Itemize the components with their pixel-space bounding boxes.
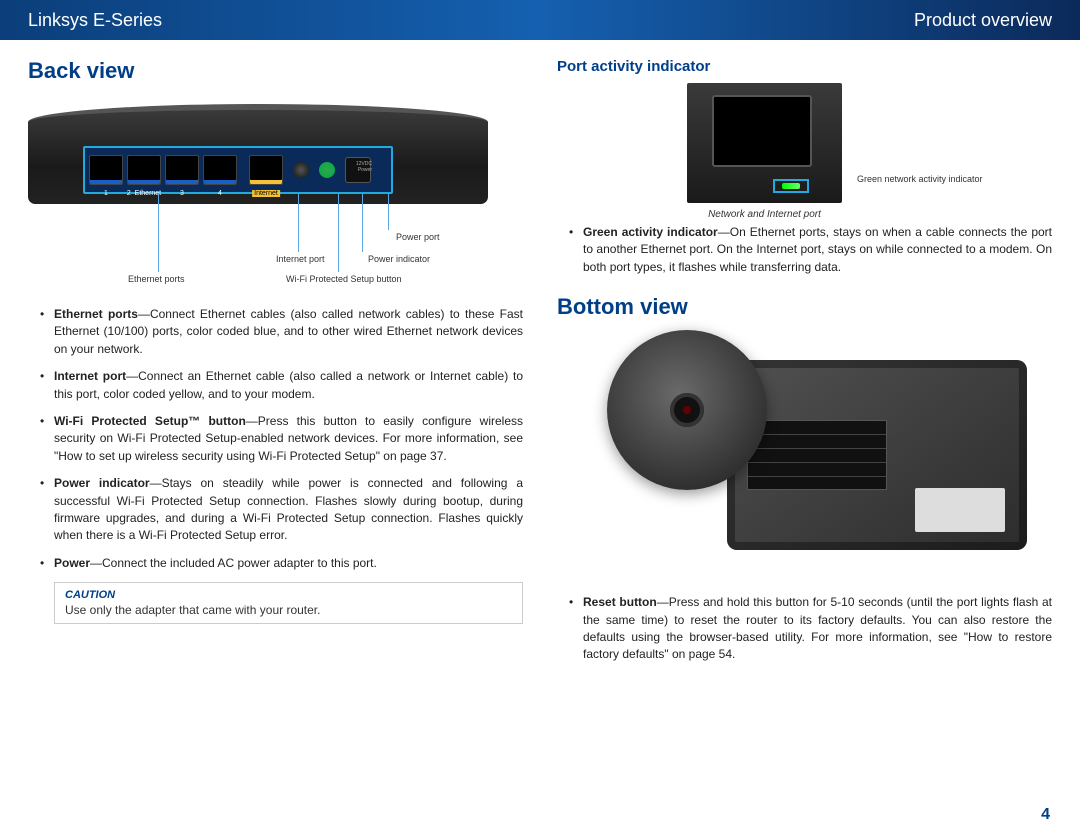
- list-item: Power indicator—Stays on steadily while …: [28, 475, 523, 545]
- power-port-icon: [345, 157, 371, 183]
- port-activity-heading: Port activity indicator: [557, 58, 1052, 75]
- callout-internet: Internet port: [276, 254, 325, 264]
- back-view-heading: Back view: [28, 58, 523, 84]
- list-item: Reset button—Press and hold this button …: [557, 594, 1052, 664]
- list-item: Ethernet ports—Connect Ethernet cables (…: [28, 306, 523, 358]
- page-number: 4: [1041, 806, 1050, 824]
- reset-button-closeup: [607, 330, 767, 490]
- page-header: Linksys E-Series Product overview: [0, 0, 1080, 40]
- bottom-view-figure: [607, 330, 1027, 580]
- callout-wps: Wi-Fi Protected Setup button: [286, 274, 402, 284]
- right-column: Port activity indicator Network and Inte…: [557, 58, 1052, 674]
- port-closeup-figure: Network and Internet port: [687, 83, 842, 220]
- left-column: Back view 1 2 Ethernet 3 4 Internet Ethe…: [28, 58, 523, 674]
- list-item: Internet port—Connect an Ethernet cable …: [28, 368, 523, 403]
- bottom-view-heading: Bottom view: [557, 294, 1052, 320]
- closeup-caption: Network and Internet port: [687, 209, 842, 220]
- callout-power-ind: Power indicator: [368, 254, 430, 264]
- router-back-diagram: 1 2 Ethernet 3 4 Internet Ethernet ports…: [28, 94, 488, 294]
- header-left: Linksys E-Series: [28, 10, 162, 31]
- green-indicator-list: Green activity indicator—On Ethernet por…: [557, 224, 1052, 276]
- back-view-list: Ethernet ports—Connect Ethernet cables (…: [28, 306, 523, 572]
- caution-box: CAUTION Use only the adapter that came w…: [54, 582, 523, 624]
- closeup-side-label: Green network activity indicator: [857, 174, 983, 184]
- callout-power-port: Power port: [396, 232, 440, 242]
- header-right: Product overview: [914, 10, 1052, 31]
- power-indicator-icon: [319, 162, 335, 178]
- list-item: Power—Connect the included AC power adap…: [28, 555, 523, 572]
- wps-button-icon: [293, 162, 309, 178]
- reset-list: Reset button—Press and hold this button …: [557, 594, 1052, 664]
- list-item: Wi-Fi Protected Setup™ button—Press this…: [28, 413, 523, 465]
- callout-ethernet: Ethernet ports: [128, 274, 185, 284]
- list-item: Green activity indicator—On Ethernet por…: [557, 224, 1052, 276]
- caution-text: Use only the adapter that came with your…: [65, 603, 512, 617]
- caution-title: CAUTION: [65, 589, 512, 601]
